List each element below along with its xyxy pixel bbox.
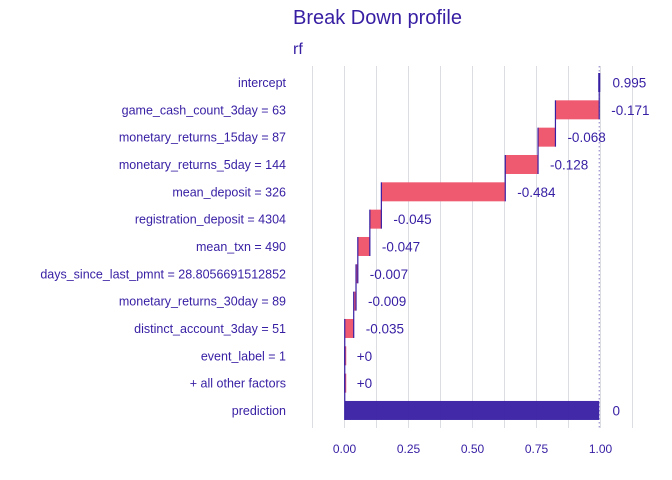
value-label: -0.171	[611, 103, 649, 118]
bar-negative	[381, 182, 506, 202]
x-axis-tick-labels: 0.00 0.25 0.50 0.75 1.00	[333, 442, 613, 456]
grid-lines	[312, 66, 633, 428]
y-axis-label: prediction	[232, 404, 286, 418]
y-axis-label: monetary_returns_30day = 89	[119, 295, 286, 309]
value-label: -0.035	[366, 321, 404, 336]
bar-negative	[344, 318, 354, 338]
bar-negative	[538, 127, 556, 147]
value-label: -0.045	[393, 212, 431, 227]
bars	[344, 73, 601, 420]
y-axis-label: registration_deposit = 4304	[135, 213, 286, 227]
y-axis-label: event_label = 1	[201, 349, 286, 363]
value-label: -0.047	[382, 239, 420, 254]
value-label: -0.009	[368, 294, 406, 309]
bar-negative	[356, 264, 358, 284]
value-label: -0.484	[517, 185, 556, 200]
bar-negative	[353, 291, 357, 311]
bar-negative	[357, 236, 370, 256]
x-tick-label: 0.25	[397, 442, 421, 456]
value-label: -0.068	[567, 130, 605, 145]
connector-lines	[344, 73, 600, 420]
chart-subtitle: rf	[293, 41, 303, 58]
y-axis-label: intercept	[238, 76, 286, 90]
y-axis-label: mean_deposit = 326	[172, 185, 286, 199]
value-label: +0	[357, 376, 372, 391]
y-axis-label: monetary_returns_15day = 87	[119, 131, 286, 145]
y-axis-labels: intercept game_cash_count_3day = 63 moneta…	[40, 76, 286, 418]
bar-negative	[505, 154, 539, 174]
value-label: 0	[613, 403, 621, 418]
chart-title: Break Down profile	[293, 7, 462, 29]
bar-negative	[369, 209, 382, 229]
value-label: -0.128	[550, 157, 588, 172]
bar-zero	[344, 373, 347, 393]
value-label: 0.995	[613, 76, 647, 91]
y-axis-label: days_since_last_pmnt = 28.8056691512852	[40, 267, 286, 281]
x-tick-label: 0.50	[461, 442, 485, 456]
y-axis-label: monetary_returns_5day = 144	[119, 158, 286, 172]
y-axis-label: distinct_account_3day = 51	[134, 322, 286, 336]
x-tick-label: 1.00	[589, 442, 613, 456]
y-axis-label: game_cash_count_3day = 63	[122, 103, 286, 117]
x-tick-label: 0.75	[525, 442, 549, 456]
value-label: -0.007	[370, 267, 408, 282]
y-axis-label: mean_txn = 490	[196, 240, 286, 254]
x-tick-label: 0.00	[333, 442, 357, 456]
value-label: +0	[357, 349, 372, 364]
bar-prediction	[344, 400, 600, 420]
y-axis-label: + all other factors	[190, 377, 286, 391]
bar-zero	[344, 346, 347, 366]
value-labels: 0.995 -0.171 -0.068 -0.128 -0.484 -0.045 -0.04…	[357, 76, 650, 419]
bar-negative	[555, 100, 600, 120]
